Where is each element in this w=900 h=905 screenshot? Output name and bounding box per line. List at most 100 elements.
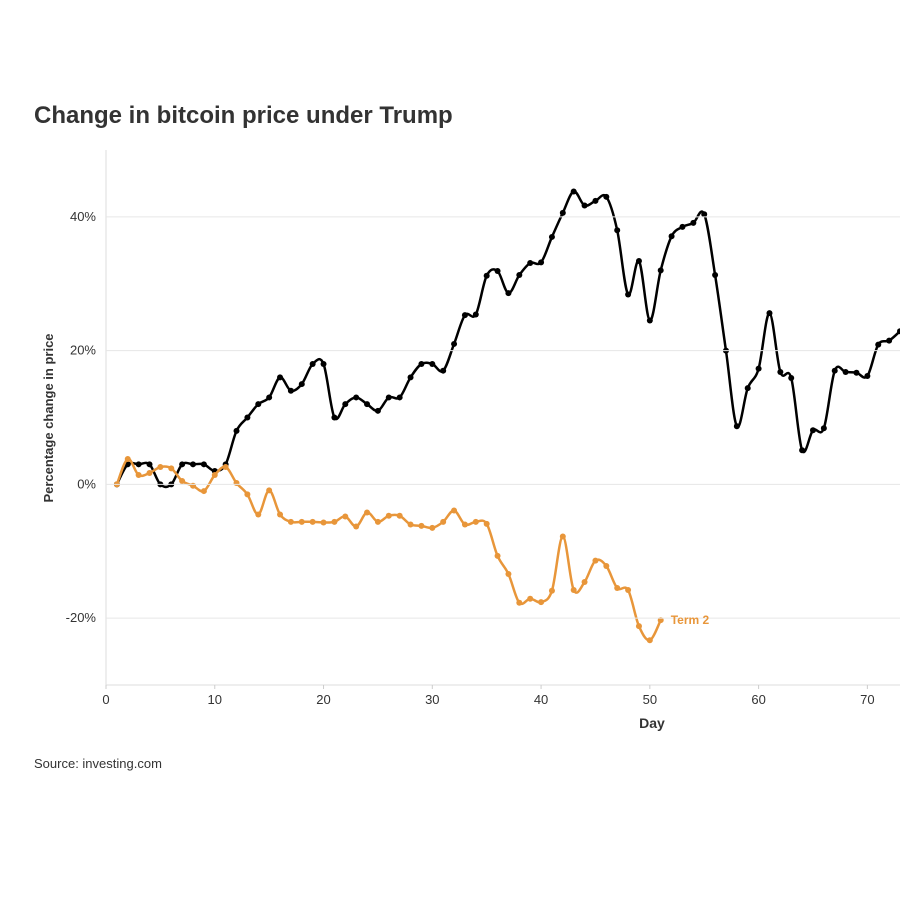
data-point [559, 533, 566, 540]
data-point [298, 381, 305, 388]
data-point [809, 427, 816, 434]
data-point [309, 518, 316, 525]
data-point [244, 414, 251, 421]
data-point [353, 394, 360, 401]
data-point [646, 637, 653, 644]
data-point [668, 233, 675, 240]
data-point [179, 461, 186, 468]
data-point [418, 522, 425, 529]
data-point [516, 599, 523, 606]
data-point [853, 369, 860, 376]
series-label: Term 2 [671, 613, 710, 627]
data-point [494, 552, 501, 559]
data-point [385, 512, 392, 519]
data-point [461, 521, 468, 528]
x-tick-label: 30 [425, 692, 439, 707]
data-point [320, 519, 327, 526]
x-tick-label: 50 [643, 692, 657, 707]
data-point [505, 290, 512, 297]
data-point [538, 599, 545, 606]
data-point [744, 385, 751, 392]
data-point [570, 587, 577, 594]
data-point [461, 312, 468, 319]
data-point [211, 472, 218, 479]
data-point [875, 341, 882, 348]
data-point [331, 414, 338, 421]
data-point [255, 401, 262, 408]
data-point [364, 509, 371, 516]
chart-title: Change in bitcoin price under Trump [34, 102, 453, 129]
data-point [331, 518, 338, 525]
data-point [179, 478, 186, 485]
data-point [712, 272, 719, 279]
data-point [451, 340, 458, 347]
data-point [864, 373, 871, 380]
data-point [559, 209, 566, 216]
data-point [146, 461, 153, 468]
x-tick-label: 70 [860, 692, 874, 707]
x-tick-label: 40 [534, 692, 548, 707]
source-note: Source: investing.com [34, 756, 162, 771]
data-point [657, 267, 664, 274]
data-point [527, 260, 534, 267]
data-point [494, 268, 501, 275]
data-point [646, 317, 653, 324]
data-point [168, 465, 175, 472]
data-point [483, 272, 490, 279]
data-point [440, 367, 447, 374]
data-point [831, 367, 838, 374]
data-point [233, 480, 240, 487]
y-axis-label: Percentage change in price [41, 333, 56, 502]
data-point [222, 463, 229, 470]
data-point [625, 291, 632, 298]
data-point [396, 512, 403, 519]
x-tick-label: 20 [316, 692, 330, 707]
data-point [603, 193, 610, 200]
data-point [266, 394, 273, 401]
data-point [570, 188, 577, 195]
data-point [233, 427, 240, 434]
data-point [266, 487, 273, 494]
data-point [135, 472, 142, 479]
data-point [733, 423, 740, 430]
data-point [603, 562, 610, 569]
data-point [690, 219, 697, 226]
data-point [244, 491, 251, 498]
data-point [298, 518, 305, 525]
data-point [614, 585, 621, 592]
data-point [255, 511, 262, 518]
data-point [200, 461, 207, 468]
data-point [679, 223, 686, 230]
data-point [886, 337, 893, 344]
data-point [788, 375, 795, 382]
data-point [440, 518, 447, 525]
data-point [429, 524, 436, 531]
data-point [418, 361, 425, 367]
data-point [277, 511, 284, 518]
data-point [374, 407, 381, 414]
data-point [516, 272, 523, 279]
data-point [505, 570, 512, 577]
data-point [342, 513, 349, 520]
data-point [635, 258, 642, 265]
data-point [538, 259, 545, 266]
data-point [309, 361, 316, 367]
data-point [287, 518, 294, 525]
data-point [472, 311, 479, 318]
data-point [353, 523, 360, 530]
data-point [581, 579, 588, 586]
data-point [799, 447, 806, 454]
data-point [657, 617, 664, 624]
data-point [407, 521, 414, 528]
data-point [483, 520, 490, 527]
data-point [777, 369, 784, 376]
data-point [472, 518, 479, 525]
data-point [200, 488, 207, 495]
y-tick-label: 20% [70, 343, 96, 358]
data-point [820, 425, 827, 432]
data-point [190, 482, 197, 489]
x-tick-label: 10 [208, 692, 222, 707]
data-point [320, 361, 327, 367]
